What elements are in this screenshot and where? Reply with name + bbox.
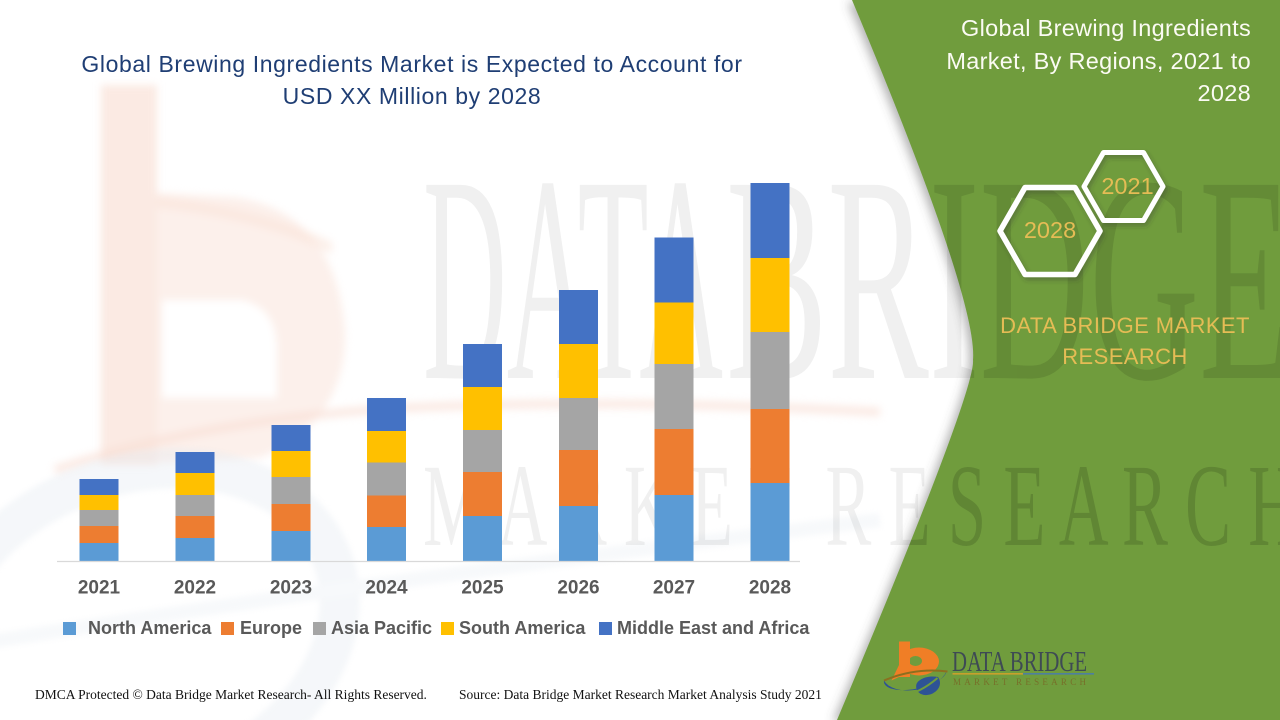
svg-text:2023: 2023 [270, 578, 312, 599]
svg-text:BRIDGE: BRIDGE [726, 115, 1280, 442]
svg-text:2024: 2024 [365, 578, 408, 599]
svg-text:DATA BRIDGE: DATA BRIDGE [952, 646, 1087, 678]
svg-text:2022: 2022 [174, 578, 216, 599]
svg-text:MARKET RESEARCH: MARKET RESEARCH [953, 677, 1087, 687]
svg-text:2028: 2028 [749, 578, 791, 599]
svg-text:2021: 2021 [78, 578, 121, 599]
svg-text:2026: 2026 [557, 578, 599, 599]
svg-text:2027: 2027 [653, 578, 695, 599]
svg-text:2025: 2025 [461, 578, 504, 599]
